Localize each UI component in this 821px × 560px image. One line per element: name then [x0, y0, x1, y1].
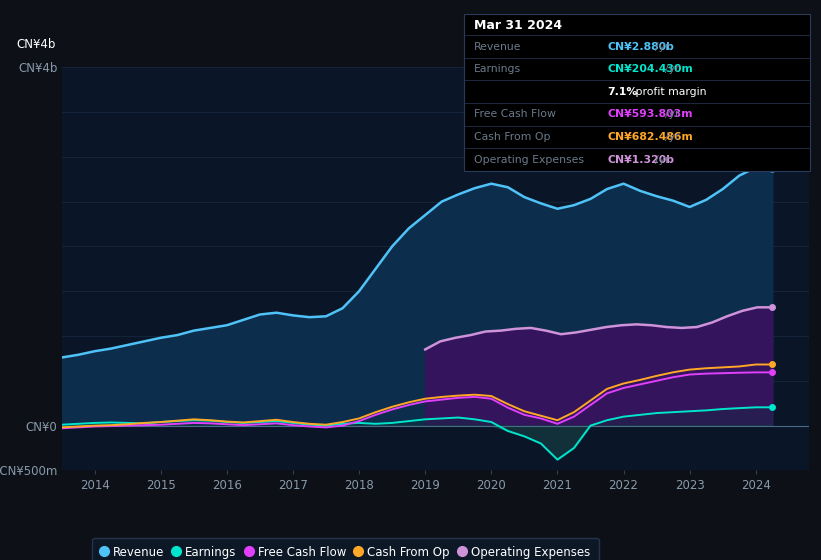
Text: CN¥2.880b: CN¥2.880b [608, 41, 674, 52]
Text: 7.1%: 7.1% [608, 87, 638, 97]
Text: CN¥204.430m: CN¥204.430m [608, 64, 693, 74]
Text: Mar 31 2024: Mar 31 2024 [474, 19, 562, 32]
Text: Revenue: Revenue [474, 41, 521, 52]
Text: CN¥1.320b: CN¥1.320b [608, 155, 675, 165]
Text: /yr: /yr [655, 41, 670, 52]
Text: /yr: /yr [665, 64, 679, 74]
Text: /yr: /yr [665, 109, 679, 119]
Text: Cash From Op: Cash From Op [474, 132, 550, 142]
Text: CN¥682.486m: CN¥682.486m [608, 132, 693, 142]
Text: profit margin: profit margin [632, 87, 707, 97]
Text: CN¥4b: CN¥4b [16, 38, 56, 51]
Text: /yr: /yr [655, 155, 670, 165]
Legend: Revenue, Earnings, Free Cash Flow, Cash From Op, Operating Expenses: Revenue, Earnings, Free Cash Flow, Cash … [93, 538, 599, 560]
Text: /yr: /yr [665, 132, 679, 142]
Text: CN¥593.803m: CN¥593.803m [608, 109, 693, 119]
Text: Free Cash Flow: Free Cash Flow [474, 109, 556, 119]
Text: Operating Expenses: Operating Expenses [474, 155, 584, 165]
Text: Earnings: Earnings [474, 64, 521, 74]
